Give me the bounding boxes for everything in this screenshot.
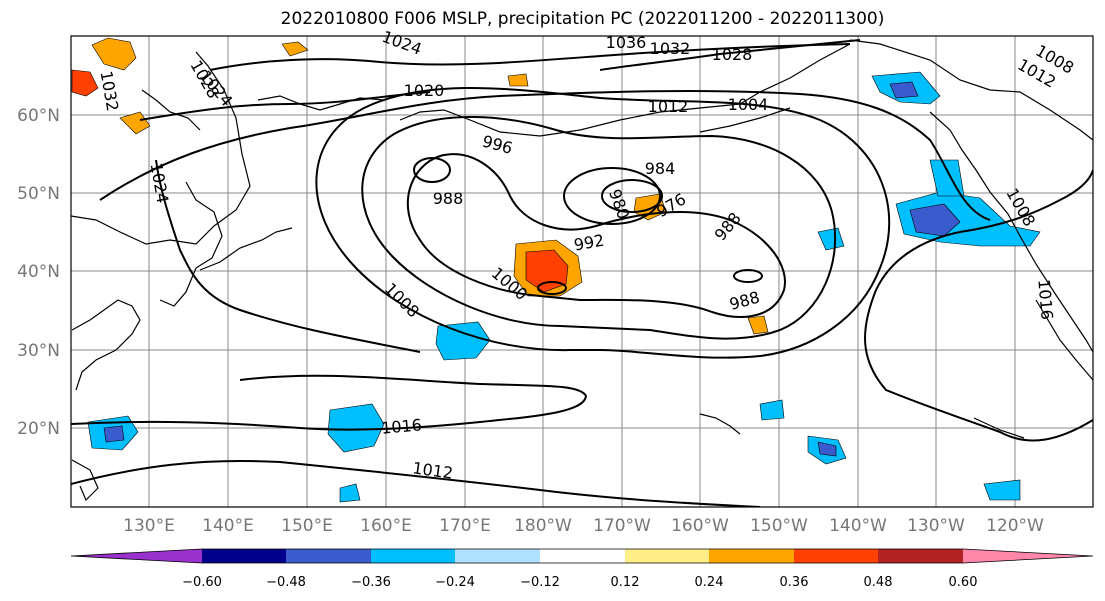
lon-tick-label: 130°E <box>123 516 175 536</box>
colorbar-label: 0.60 <box>949 575 978 590</box>
lon-tick-labels: 130°E 140°E 150°E 160°E 170°E 180°W 170°… <box>123 516 1044 536</box>
colorbar-label: −0.36 <box>351 575 391 590</box>
colorbar-segment <box>455 549 540 563</box>
lon-tick-label: 150°W <box>750 516 808 536</box>
colorbar-segment <box>71 549 202 563</box>
colorbar-label: −0.12 <box>520 575 560 590</box>
lon-tick-label: 160°W <box>671 516 729 536</box>
isobar-label: 1036 <box>606 33 647 52</box>
colorbar <box>70 548 1094 564</box>
lat-tick-label: 60°N <box>17 106 60 126</box>
colorbar-label: −0.48 <box>266 575 306 590</box>
map-title: 2022010800 F006 MSLP, precipitation PC (… <box>280 9 885 29</box>
colorbar-segment <box>963 549 1093 563</box>
coastlines <box>71 39 1093 502</box>
isobar-label: 1032 <box>650 39 691 58</box>
isobar-label: 1004 <box>728 95 769 114</box>
colorbar-label: −0.24 <box>435 575 475 590</box>
lat-tick-label: 20°N <box>17 419 60 439</box>
isobar-label: 988 <box>433 189 464 208</box>
lon-tick-label: 180°W <box>514 516 572 536</box>
lon-tick-label: 160°E <box>360 516 412 536</box>
lon-tick-label: 140°E <box>202 516 254 536</box>
lon-tick-label: 170°W <box>593 516 651 536</box>
isobar-label: 1020 <box>404 81 445 100</box>
low-centers <box>413 157 763 295</box>
colorbar-label: −0.60 <box>182 575 222 590</box>
colorbar-label: 0.36 <box>780 575 809 590</box>
lon-tick-label: 130°W <box>907 516 965 536</box>
lat-tick-labels: 60°N 50°N 40°N 30°N 20°N <box>17 106 60 439</box>
isobar-labels: 1036 1032 1028 1024 1020 1012 1004 1008 … <box>97 27 1078 483</box>
colorbar-segment <box>371 549 455 563</box>
lon-tick-label: 140°W <box>829 516 887 536</box>
lat-tick-label: 30°N <box>17 341 60 361</box>
isobar-label: 1016 <box>380 415 422 437</box>
colorbar-segment <box>625 549 709 563</box>
isobar-label: 1012 <box>648 97 689 116</box>
colorbar-label: 0.48 <box>864 575 893 590</box>
lat-tick-label: 40°N <box>17 262 60 282</box>
lon-tick-label: 150°E <box>281 516 333 536</box>
colorbar-label: 0.12 <box>611 575 640 590</box>
colorbar-segment <box>540 549 625 563</box>
colorbar-labels: −0.60 −0.48 −0.36 −0.24 −0.12 0.12 0.24 … <box>182 575 977 590</box>
colorbar-outline <box>70 548 1094 564</box>
lon-tick-label: 120°W <box>986 516 1044 536</box>
colorbar-segment <box>878 549 963 563</box>
lat-tick-label: 50°N <box>17 184 60 204</box>
colorbar-segment <box>286 549 371 563</box>
colorbar-segment <box>709 549 794 563</box>
colorbar-segment <box>202 549 286 563</box>
map-frame <box>70 35 1094 508</box>
isobar-label: 1016 <box>1034 278 1056 320</box>
colorbar-segment <box>794 549 878 563</box>
isobars <box>71 39 1093 507</box>
lon-tick-label: 170°E <box>439 516 491 536</box>
isobar-label: 1028 <box>712 45 753 64</box>
colorbar-label: 0.24 <box>695 575 724 590</box>
isobar-label: 984 <box>645 159 676 178</box>
